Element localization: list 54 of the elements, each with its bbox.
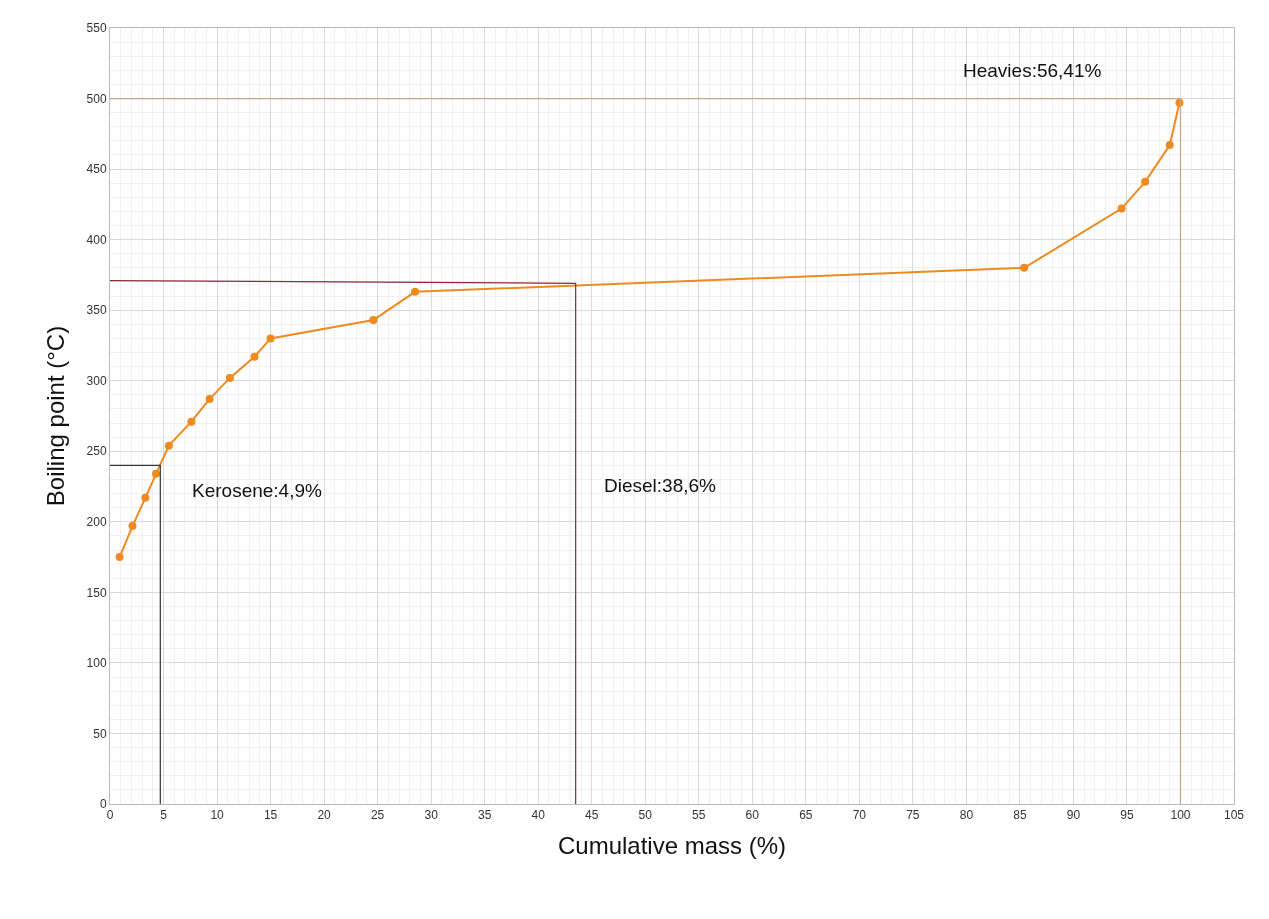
point (1141, 177, 1150, 186)
x-tick-label: 55 (692, 808, 706, 823)
x-tick-label: 100 (1170, 808, 1191, 823)
point (225, 373, 234, 382)
point (205, 395, 214, 404)
point (187, 417, 196, 426)
x-tick-label: 20 (317, 808, 332, 823)
y-tick-label: 150 (86, 585, 107, 600)
x-tick-label: 45 (585, 808, 599, 823)
point (141, 493, 150, 502)
x-tick-label: 40 (531, 808, 546, 823)
y-tick-label: 100 (86, 656, 107, 671)
point (369, 316, 378, 325)
y-tick-label: 0 (99, 797, 107, 812)
y-tick-label: 250 (86, 444, 107, 459)
y-tick-label: 550 (86, 21, 107, 36)
x-tick-label: 15 (263, 808, 278, 823)
annotation: Diesel:38,6% (604, 475, 717, 496)
point (411, 287, 420, 296)
x-tick-label: 30 (424, 808, 439, 823)
point (1020, 263, 1029, 272)
y-tick-label: 350 (86, 303, 107, 318)
x-tick-label: 80 (959, 808, 974, 823)
x-tick-label: 50 (638, 808, 653, 823)
y-tick-label: 300 (86, 373, 107, 388)
x-tick-label: 85 (1013, 808, 1027, 823)
x-tick-label: 70 (852, 808, 867, 823)
y-tick-label: 450 (86, 162, 107, 177)
y-tick-label: 400 (86, 232, 107, 247)
y-tick-label: 50 (93, 726, 107, 741)
x-tick-label: 60 (745, 808, 760, 823)
point (1117, 204, 1126, 213)
y-axis-title: Boiling point (°C) (41, 325, 69, 507)
annotation: Heavies:56,41% (963, 60, 1102, 81)
point (266, 334, 275, 343)
annotation: Kerosene:4,9% (192, 480, 323, 501)
x-tick-label: 90 (1066, 808, 1081, 823)
y-tick-label: 500 (86, 91, 107, 106)
point (115, 553, 124, 562)
x-tick-label: 65 (799, 808, 813, 823)
point (250, 352, 259, 361)
point (128, 522, 137, 531)
x-axis-title: Cumulative mass (%) (557, 831, 787, 859)
x-tick-label: 95 (1120, 808, 1134, 823)
y-tick-label: 200 (86, 515, 107, 530)
x-tick-label: 5 (160, 808, 168, 823)
point (1165, 141, 1174, 150)
x-tick-label: 105 (1223, 808, 1245, 823)
point (164, 441, 173, 450)
x-tick-label: 35 (477, 808, 492, 823)
x-tick-label: 10 (210, 808, 225, 823)
point (152, 469, 161, 478)
x-tick-label: 75 (906, 808, 920, 823)
x-tick-label: 25 (370, 808, 385, 823)
